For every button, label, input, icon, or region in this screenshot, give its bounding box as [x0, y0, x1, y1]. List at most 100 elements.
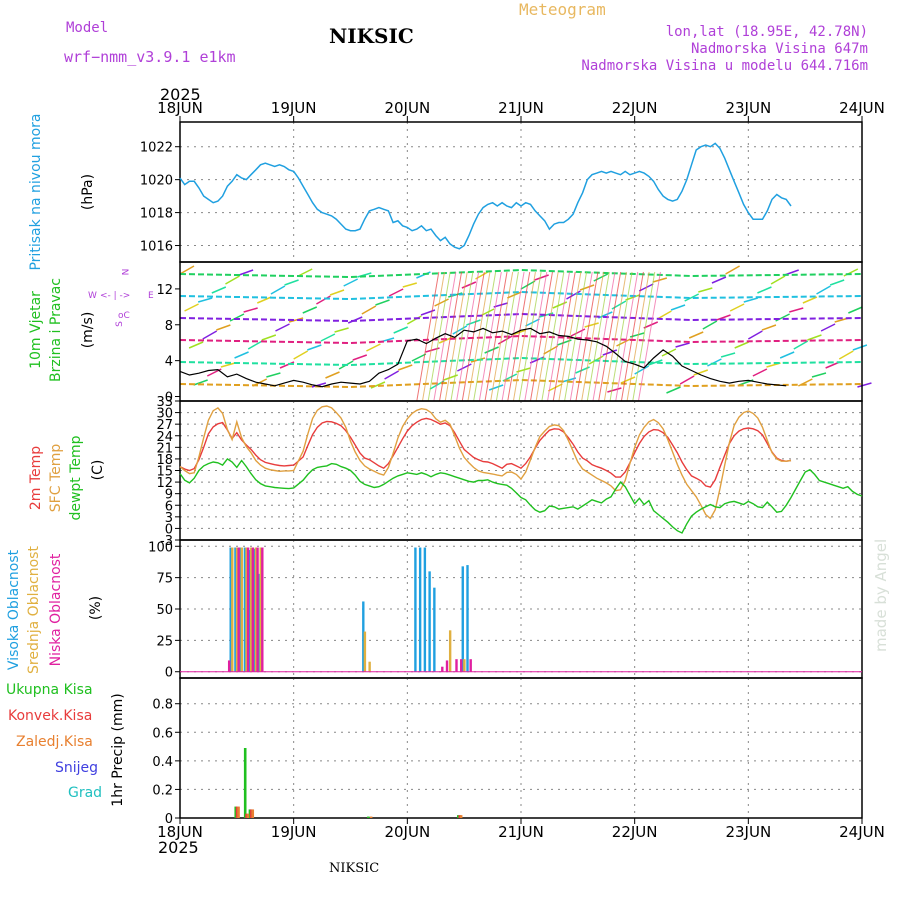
wind-barb [820, 323, 836, 332]
gust-hatch [535, 271, 559, 402]
model-label: Model [66, 20, 109, 36]
y-tick-label: 1020 [140, 174, 173, 189]
gust-hatch [598, 271, 622, 402]
conv-precip-bar [245, 813, 248, 818]
year-label-bottom: 2025 [158, 838, 199, 857]
wind-barb [666, 386, 681, 394]
temp2m-label: 2m Temp [28, 446, 44, 510]
y-tick-label: 1022 [140, 141, 173, 156]
y-tick-label: 8 [165, 319, 173, 334]
wind-barb [593, 273, 609, 282]
wind-barb [320, 333, 336, 342]
wind-barb [293, 350, 309, 360]
gust-hatch [581, 271, 605, 402]
high-cloud-bar [418, 547, 422, 672]
wind-barb [329, 289, 345, 296]
gust-hatch [433, 271, 457, 402]
gust-hatch [637, 271, 661, 402]
wind-barb [457, 363, 472, 372]
wind-barb [693, 369, 709, 376]
wind-barb [197, 297, 213, 303]
cloud-panel: 0 25 50 75 100 Visoka Oblacnost Srednja Oblacn… [6, 539, 863, 681]
wind-barb [670, 304, 686, 311]
y-tick-label: 25 [156, 634, 173, 649]
wind-barb [793, 340, 809, 350]
y-tick-label: 0 [165, 522, 173, 537]
y-tick-label: 0.2 [152, 783, 173, 798]
wind-direction-band [179, 378, 863, 389]
wind-barb [838, 350, 854, 360]
y-tick-label: 1016 [140, 240, 173, 255]
wind-direction-band [179, 312, 863, 323]
wind-barb [620, 376, 636, 384]
frz-precip-bar [251, 809, 255, 818]
wind-barb [234, 351, 249, 359]
wind-barb [397, 364, 413, 371]
wind-barb [761, 324, 777, 331]
high-cloud-bar [414, 547, 417, 672]
mid-cloud-label: Srednja Oblacnost [26, 546, 42, 674]
high-cloud-bar [466, 565, 469, 672]
wind-barb [643, 321, 659, 329]
wind-barb [247, 340, 263, 350]
wind-barb [570, 328, 586, 337]
high-cloud-label: Visoka Oblacnost [6, 549, 22, 670]
wind-speed-line [179, 327, 787, 388]
wind-barb [716, 314, 731, 321]
x-tick-label-bottom: 19JUN [271, 823, 317, 841]
y-tick-label: 0 [165, 391, 173, 406]
wind-barb [634, 365, 650, 375]
y-tick-label: 9 [165, 488, 173, 503]
page-title: NIKSIC [329, 24, 414, 48]
wind-barb [493, 302, 508, 308]
mid-cloud-bar [259, 547, 262, 672]
gust-hatch [421, 271, 445, 402]
x-tick-label-top: 20JUN [384, 99, 430, 117]
wind-barb [307, 344, 322, 351]
y-tick-label: 24 [156, 430, 173, 445]
total-precip-legend: Ukupna Kisa [6, 682, 93, 698]
mid-cloud-bar [235, 547, 239, 672]
frz-precip-bar [369, 816, 373, 818]
low-cloud-label: Niska Oblacnost [48, 553, 64, 666]
wind-barb [334, 327, 349, 333]
model-elevation: Nadmorska Visina u modelu 644.716m [581, 58, 868, 74]
station-elevation: Nadmorska Visina 647m [690, 41, 868, 57]
wind-direction-band [179, 268, 863, 279]
wind-compass-w: W [88, 291, 97, 301]
high-cloud-bar [229, 547, 232, 672]
low-cloud-bar [261, 547, 264, 672]
wind-barb [361, 305, 377, 315]
wind-barb [420, 309, 436, 316]
frz-precip-bar [459, 815, 463, 818]
low-cloud-bar [256, 547, 259, 672]
panels: 1016 1018 1020 1022 Pritisak na nivou mora (h… [6, 99, 885, 841]
gust-hatch [524, 271, 548, 402]
x-tick-label-top: 23JUN [725, 99, 771, 117]
total-precip-bar [243, 748, 247, 818]
wind-barb [616, 338, 631, 347]
frz-precip-legend: Zaledj.Kisa [16, 734, 93, 750]
gust-hatch [620, 271, 644, 402]
mid-cloud-bar [363, 631, 367, 672]
wind-barb [789, 307, 804, 313]
wind-barb [466, 319, 481, 326]
gust-hatch [467, 271, 491, 402]
gust-hatch [507, 271, 531, 402]
conv-precip-bar [250, 809, 253, 818]
precipitation-panel: 0 0.2 0.4 0.6 0.8 Ukupna Kisa Konvek.Kisa Zaled… [6, 677, 863, 827]
wind-barb [179, 265, 195, 275]
wind-barb [461, 281, 477, 289]
y-tick-label: 21 [156, 441, 173, 456]
high-cloud-bar [423, 547, 427, 672]
wind-barb [779, 351, 795, 359]
gust-hatch [473, 271, 497, 402]
wind-direction-band [179, 334, 863, 345]
gust-hatch [495, 271, 519, 402]
gust-hatch [541, 271, 565, 402]
wind-panel: 0 4 8 12 10m Vjetar Brzina i Pravac (m/s) N W E S <… [28, 261, 872, 406]
gust-hatch [456, 271, 480, 402]
wind-barb [798, 378, 813, 387]
gust-hatch [592, 271, 616, 402]
y-tick-label: 18 [156, 453, 173, 468]
